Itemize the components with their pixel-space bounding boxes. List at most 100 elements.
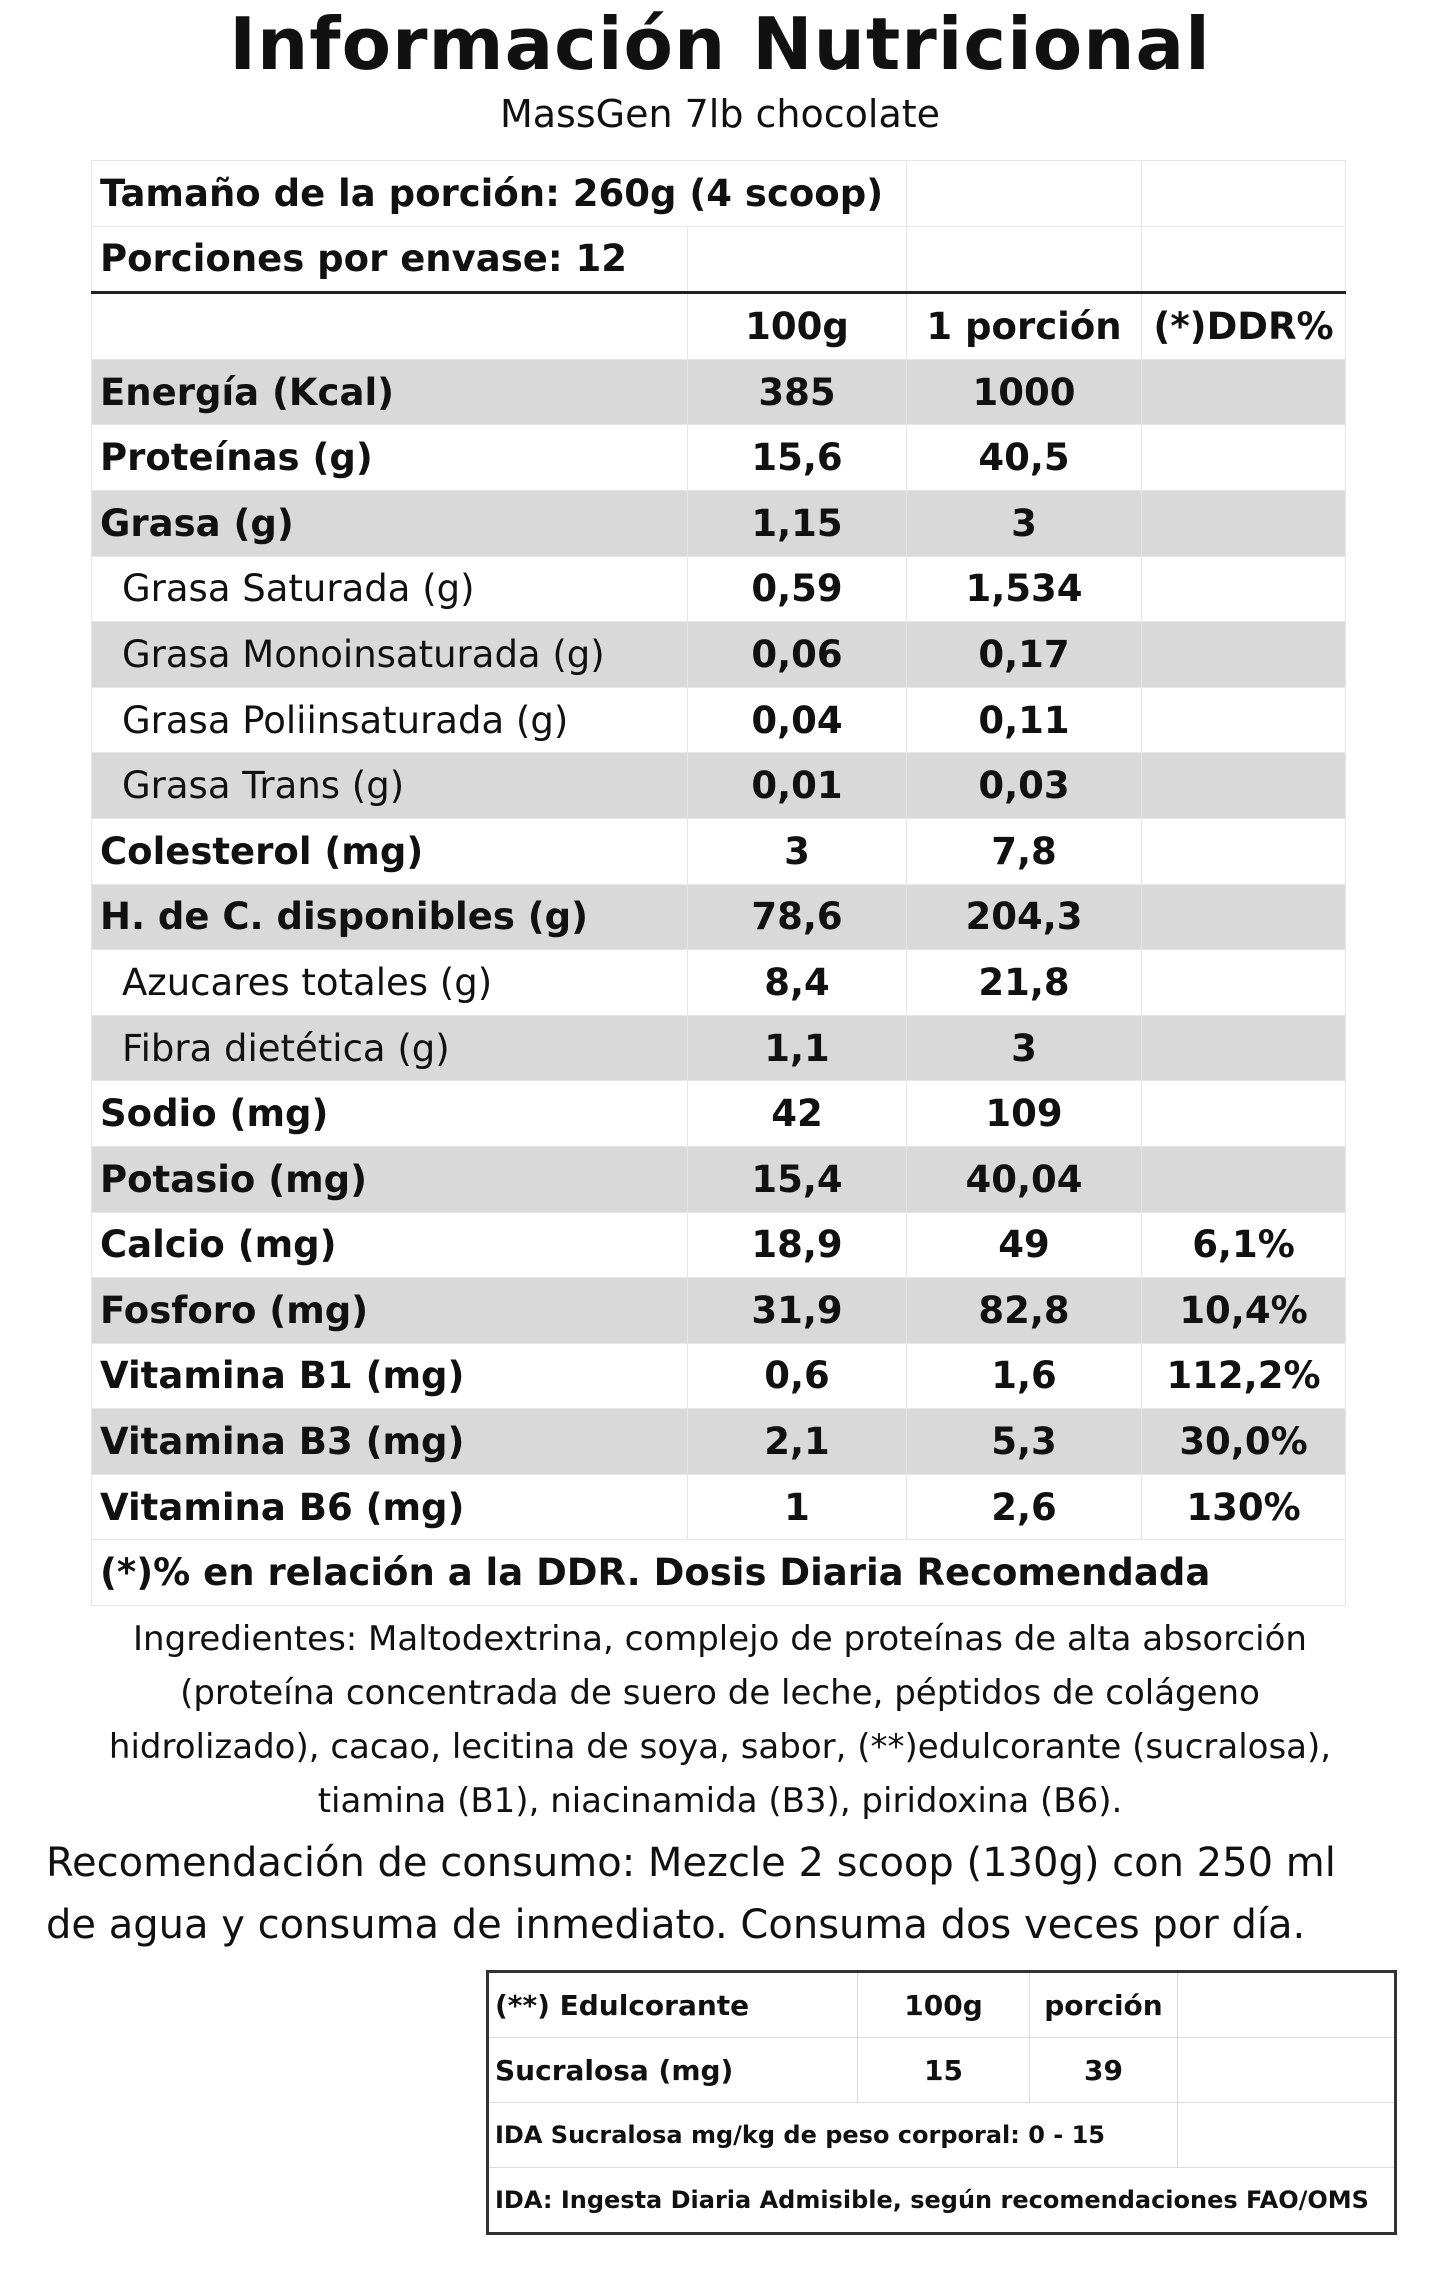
nutrient-row: Grasa Trans (g) 0,01 0,03	[91, 752, 1346, 819]
ingredients-line: (proteína concentrada de suero de leche,…	[180, 1673, 1260, 1713]
nutrient-per-100g: 1,15	[687, 489, 907, 557]
nutrient-label: Energía (Kcal)	[91, 358, 688, 426]
nutrient-label: H. de C. disponibles (g)	[91, 883, 688, 951]
column-header-label	[91, 291, 688, 360]
nutrient-per-portion: 204,3	[906, 883, 1142, 951]
nutrient-ddr: 30,0%	[1141, 1408, 1346, 1475]
nutrient-label: Fibra dietética (g)	[91, 1014, 688, 1082]
nutrient-label: Vitamina B1 (mg)	[91, 1342, 688, 1410]
nutrient-per-portion: 0,03	[906, 752, 1142, 819]
nutrient-label: Grasa Trans (g)	[91, 752, 688, 819]
nutrient-row: Vitamina B1 (mg) 0,6 1,6 112,2%	[91, 1342, 1346, 1410]
nutrient-per-100g: 42	[687, 1080, 907, 1147]
nutrient-row: Fosforo (mg) 31,9 82,8 10,4%	[91, 1277, 1346, 1344]
nutrient-ddr	[1141, 883, 1346, 951]
column-header-row: 100g 1 porción (*)DDR%	[91, 291, 1346, 360]
nutrient-per-portion: 5,3	[906, 1408, 1142, 1475]
nutrient-per-100g: 0,59	[687, 555, 907, 623]
nutrient-per-portion: 0,17	[906, 621, 1142, 688]
nutrient-row: Fibra dietética (g) 1,1 3	[91, 1014, 1346, 1082]
nutrient-label: Grasa Monoinsaturada (g)	[91, 621, 688, 688]
servings-per-container-row: Porciones por envase: 12	[91, 225, 1346, 294]
nutrient-label: Vitamina B3 (mg)	[91, 1408, 688, 1475]
serving-size-row: Tamaño de la porción: 260g (4 scoop)	[91, 160, 1346, 227]
serving-size: Tamaño de la porción: 260g (4 scoop)	[91, 160, 907, 227]
nutrient-per-portion: 3	[906, 489, 1142, 557]
nutrient-ddr	[1141, 489, 1346, 557]
nutrient-per-100g: 0,01	[687, 752, 907, 819]
nutrient-label: Vitamina B6 (mg)	[91, 1473, 688, 1541]
nutrient-row: Vitamina B3 (mg) 2,1 5,3 30,0%	[91, 1408, 1346, 1475]
nutrient-row: Potasio (mg) 15,4 40,04	[91, 1145, 1346, 1213]
nutrient-ddr	[1141, 817, 1346, 885]
sucralose-label: Sucralosa (mg)	[487, 2037, 858, 2103]
page-title: Información Nutricional	[229, 2, 1211, 86]
nutrient-per-portion: 2,6	[906, 1473, 1142, 1541]
sweetener-header-100g: 100g	[857, 1971, 1030, 2038]
nutrient-per-100g: 2,1	[687, 1408, 907, 1475]
nutrient-label: Colesterol (mg)	[91, 817, 688, 885]
ida-row: IDA Sucralosa mg/kg de peso corporal: 0 …	[487, 2102, 1396, 2168]
nutrient-row: Grasa Saturada (g) 0,59 1,534	[91, 555, 1346, 623]
nutrient-per-100g: 0,04	[687, 686, 907, 754]
consumption-recommendation: Recomendación de consumo: Mezcle 2 scoop…	[46, 1832, 1426, 1956]
column-header-ddr: (*)DDR%	[1141, 291, 1346, 360]
sweetener-table: (**) Edulcorante 100g porción Sucralosa …	[486, 1970, 1397, 2235]
nutrient-row: Azucares totales (g) 8,4 21,8	[91, 949, 1346, 1016]
nutrient-per-100g: 1	[687, 1473, 907, 1541]
nutrient-ddr	[1141, 424, 1346, 491]
nutrient-per-100g: 31,9	[687, 1277, 907, 1344]
nutrient-label: Grasa (g)	[91, 489, 688, 557]
nutrient-ddr: 6,1%	[1141, 1211, 1346, 1279]
nutrient-row: Calcio (mg) 18,9 49 6,1%	[91, 1211, 1346, 1279]
nutrient-per-100g: 15,6	[687, 424, 907, 491]
nutrient-per-portion: 40,5	[906, 424, 1142, 491]
sweetener-header-label: (**) Edulcorante	[487, 1971, 858, 2038]
nutrient-label: Proteínas (g)	[91, 424, 688, 491]
nutrient-row: Grasa Poliinsaturada (g) 0,04 0,11	[91, 686, 1346, 754]
nutrient-row: Sodio (mg) 42 109	[91, 1080, 1346, 1147]
nutrient-ddr	[1141, 621, 1346, 688]
nutrient-ddr	[1141, 949, 1346, 1016]
nutrient-per-100g: 18,9	[687, 1211, 907, 1279]
nutrient-row: Vitamina B6 (mg) 1 2,6 130%	[91, 1473, 1346, 1541]
recommendation-line: de agua y consuma de inmediato. Consuma …	[46, 1902, 1306, 1948]
nutrient-ddr	[1141, 1145, 1346, 1213]
nutrient-ddr: 130%	[1141, 1473, 1346, 1541]
nutrient-row: Grasa Monoinsaturada (g) 0,06 0,17	[91, 621, 1346, 688]
nutrient-row: Colesterol (mg) 3 7,8	[91, 817, 1346, 885]
sucralose-100g: 15	[857, 2037, 1030, 2103]
nutrient-label: Calcio (mg)	[91, 1211, 688, 1279]
nutrient-per-100g: 0,6	[687, 1342, 907, 1410]
servings-per-container: Porciones por envase: 12	[91, 225, 688, 294]
nutrient-per-100g: 8,4	[687, 949, 907, 1016]
column-header-portion: 1 porción	[906, 291, 1142, 360]
ida-value: IDA Sucralosa mg/kg de peso corporal: 0 …	[487, 2102, 1178, 2168]
ingredients-line: tiamina (B1), niacinamida (B3), piridoxi…	[317, 1781, 1123, 1821]
nutrient-ddr	[1141, 358, 1346, 426]
nutrient-row: Grasa (g) 1,15 3	[91, 489, 1346, 557]
nutrient-row: H. de C. disponibles (g) 78,6 204,3	[91, 883, 1346, 951]
nutrient-row: Energía (Kcal) 385 1000	[91, 358, 1346, 426]
nutrient-per-portion: 1000	[906, 358, 1142, 426]
nutrient-per-100g: 1,1	[687, 1014, 907, 1082]
ddr-footnote: (*)% en relación a la DDR. Dosis Diaria …	[91, 1539, 1346, 1607]
nutrient-label: Potasio (mg)	[91, 1145, 688, 1213]
nutrient-label: Grasa Saturada (g)	[91, 555, 688, 623]
nutrient-ddr: 10,4%	[1141, 1277, 1346, 1344]
nutrient-per-100g: 3	[687, 817, 907, 885]
nutrient-per-100g: 78,6	[687, 883, 907, 951]
nutrient-per-portion: 49	[906, 1211, 1142, 1279]
nutrient-ddr	[1141, 1080, 1346, 1147]
recommendation-line: Recomendación de consumo: Mezcle 2 scoop…	[46, 1840, 1336, 1886]
nutrient-label: Fosforo (mg)	[91, 1277, 688, 1344]
nutrient-ddr	[1141, 686, 1346, 754]
nutrient-per-portion: 109	[906, 1080, 1142, 1147]
nutrient-ddr	[1141, 555, 1346, 623]
ingredients-line: Ingredientes: Maltodextrina, complejo de…	[133, 1619, 1307, 1659]
nutrient-per-portion: 82,8	[906, 1277, 1142, 1344]
nutrient-label: Sodio (mg)	[91, 1080, 688, 1147]
nutrient-per-100g: 385	[687, 358, 907, 426]
column-header-100g: 100g	[687, 291, 907, 360]
nutrient-ddr	[1141, 752, 1346, 819]
